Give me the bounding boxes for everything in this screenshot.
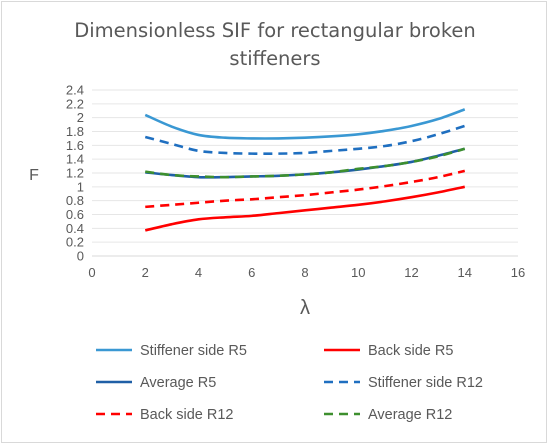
y-axis-label: F <box>29 167 39 184</box>
y-tick-label: 1.8 <box>66 124 84 139</box>
legend-label: Stiffener side R12 <box>368 375 483 391</box>
y-tick-label: 1 <box>77 179 84 194</box>
x-tick-label: 8 <box>301 265 308 280</box>
y-tick-label: 1.4 <box>66 152 84 167</box>
y-tick-labels: 00.20.40.60.811.21.41.61.822.22.4 <box>66 83 84 264</box>
y-tick-label: 0.4 <box>66 221 84 236</box>
x-tick-label: 4 <box>195 265 202 280</box>
y-tick-label: 2.2 <box>66 96 84 111</box>
x-tick-labels: 0 2 4 6 8 10 12 14 16 <box>88 265 525 280</box>
legend: Stiffener side R5 Back side R5 Average R5 S… <box>96 343 483 423</box>
x-tick-label: 2 <box>142 265 149 280</box>
chart-title-line2: stiffeners <box>229 47 321 70</box>
x-tick-label: 0 <box>88 265 95 280</box>
x-tick-label: 10 <box>351 265 365 280</box>
x-tick-label: 14 <box>458 265 472 280</box>
x-tick-label: 16 <box>511 265 525 280</box>
legend-label: Stiffener side R5 <box>140 343 247 359</box>
legend-label: Average R5 <box>140 375 216 391</box>
y-tick-label: 0.8 <box>66 193 84 208</box>
series-line-4 <box>144 124 466 156</box>
x-tick-label: 6 <box>248 265 255 280</box>
legend-label: Back side R12 <box>140 407 234 423</box>
series-line-1 <box>144 108 466 140</box>
y-tick-label: 1.6 <box>66 138 84 153</box>
series-line-6 <box>145 147 466 179</box>
series-line-5 <box>145 169 466 209</box>
y-tick-label: 2.4 <box>66 83 84 98</box>
y-tick-label: 0.6 <box>66 207 84 222</box>
legend-label: Average R12 <box>368 407 452 423</box>
legend-label: Back side R5 <box>368 343 453 359</box>
series-line-2 <box>144 185 466 232</box>
x-tick-label: 12 <box>404 265 418 280</box>
y-tick-label: 0.2 <box>66 235 84 250</box>
x-axis-label: λ <box>300 297 310 319</box>
chart-title-line1: Dimensionless SIF for rectangular broken <box>74 19 476 42</box>
series-lines <box>144 108 466 232</box>
y-tick-label: 2 <box>77 110 84 125</box>
y-tick-label: 1.2 <box>66 166 84 181</box>
y-tick-label: 0 <box>77 249 84 264</box>
